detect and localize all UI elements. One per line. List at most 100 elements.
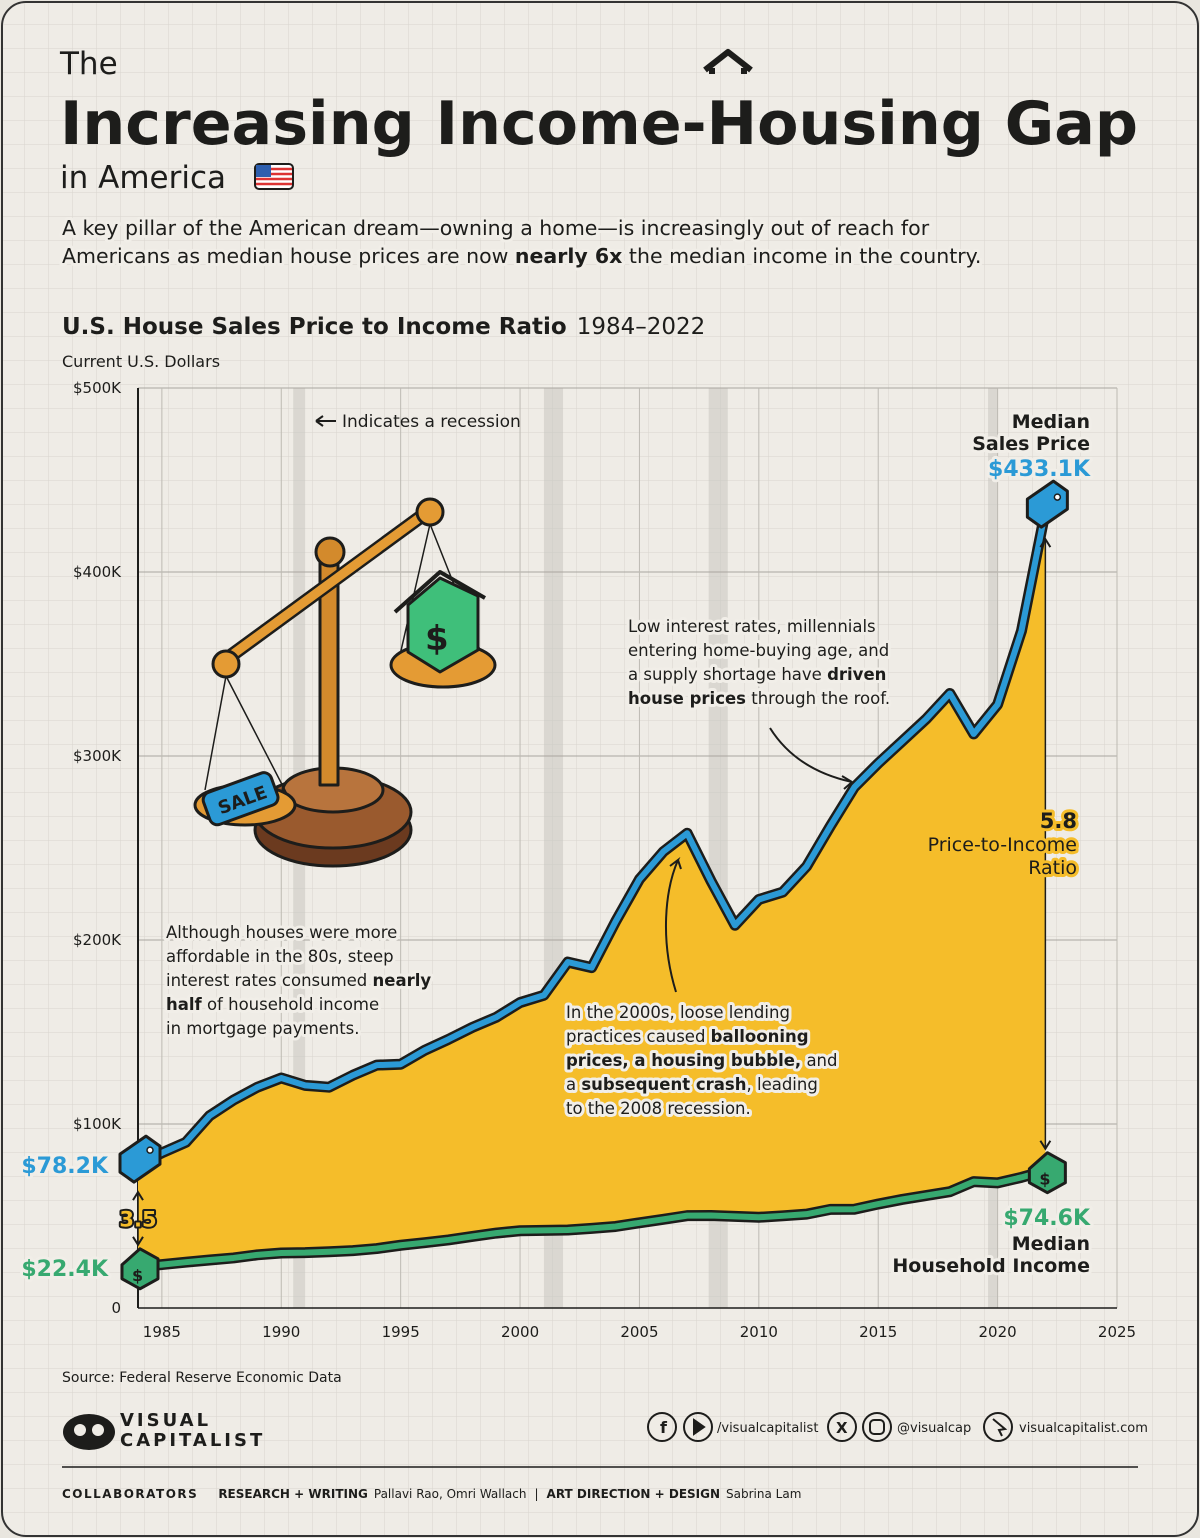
collab-role: ART DIRECTION + DESIGN xyxy=(547,1487,720,1501)
value-label: $22.4K xyxy=(21,1257,109,1282)
y-tick-label: $300K xyxy=(73,747,122,765)
x-tick-label: 2000 xyxy=(501,1323,539,1341)
value-label: $74.6K xyxy=(1003,1206,1091,1231)
price-tag xyxy=(1025,479,1069,529)
scale-illustration: $ SALE xyxy=(193,497,497,868)
collab-role: RESEARCH + WRITING xyxy=(218,1487,368,1501)
annotation-segment: practices caused xyxy=(566,1027,711,1046)
y-axis-label: Current U.S. Dollars xyxy=(62,352,220,371)
annotation-line: in mortgage payments. xyxy=(166,1019,360,1038)
house-glyph: $ xyxy=(1039,1170,1050,1189)
subtitle-line: A key pillar of the American dream—ownin… xyxy=(62,216,930,240)
chart-title-years: 1984–2022 xyxy=(577,314,706,340)
arrow-head xyxy=(132,1190,144,1247)
ratio-label-line: Price-to-Income xyxy=(928,834,1077,856)
annotation-segment: interest rates consumed xyxy=(166,971,373,990)
series-name-line: Median xyxy=(1012,411,1090,433)
annotation-segment: , leading xyxy=(747,1075,818,1094)
social-icons xyxy=(647,1412,1013,1442)
line xyxy=(136,510,1049,1167)
collab-names: Sabrina Lam xyxy=(726,1487,801,1501)
annotation-segment: subsequent crash xyxy=(581,1075,746,1094)
subtitle-line: Americans as median house prices are now… xyxy=(62,244,981,268)
subtitle-segment: the median income in the country. xyxy=(622,244,981,268)
subtitle-segment: nearly 6x xyxy=(515,244,622,268)
annotation-segment: In the 2000s, loose lending xyxy=(566,1003,790,1022)
chart-title-main: U.S. House Sales Price to Income Ratio xyxy=(62,314,567,340)
annotation-line: interest rates consumed nearly xyxy=(166,971,431,990)
annotation-line: Low interest rates, millennials xyxy=(628,617,876,636)
tag-hole xyxy=(146,1146,154,1154)
y-tick-label: $500K xyxy=(73,379,122,397)
series-name-line: Household Income xyxy=(892,1255,1090,1277)
logo-text: CAPITALIST xyxy=(120,1430,265,1451)
annotation-segment: house prices xyxy=(628,689,746,708)
x-tick-label: 1995 xyxy=(382,1323,420,1341)
annotation-segment: a supply shortage have xyxy=(628,665,827,684)
x-tick-label: 2005 xyxy=(620,1323,658,1341)
x-tick-label: 1985 xyxy=(143,1323,181,1341)
annotation-line: affordable in the 80s, steep xyxy=(166,947,394,966)
collab-label: COLLABORATORS xyxy=(62,1487,198,1501)
subtitle-segment: A key pillar of the American dream—ownin… xyxy=(62,216,930,240)
y-tick-label: $400K xyxy=(73,563,122,581)
social-handle[interactable]: @visualcap xyxy=(897,1421,971,1436)
collab-names: Pallavi Rao, Omri Wallach xyxy=(374,1487,527,1501)
house-roof-icon xyxy=(703,49,753,74)
svg-text:$: $ xyxy=(425,619,449,659)
annotation-segment: ballooning xyxy=(711,1027,809,1046)
house-icon: $ xyxy=(120,1247,160,1291)
annotation-line: half of household income xyxy=(166,995,379,1014)
website[interactable]: visualcapitalist.com xyxy=(1019,1421,1148,1436)
x-tick-label: 2010 xyxy=(740,1323,778,1341)
recession-arrow xyxy=(315,415,336,427)
annotation-line: prices, a housing bubble, and xyxy=(566,1051,838,1070)
ratio-value: 5.8 xyxy=(1040,809,1077,833)
annotation-arrow xyxy=(769,727,853,790)
annotation-segment: of household income xyxy=(202,995,379,1014)
chart-title: U.S. House Sales Price to Income Ratio 19… xyxy=(62,314,705,340)
us-flag xyxy=(254,163,294,190)
arrow-head xyxy=(1039,537,1052,1151)
annotation-segment: a xyxy=(566,1075,581,1094)
annotation-line: entering home-buying age, and xyxy=(628,641,889,660)
tag-shape xyxy=(1025,479,1069,529)
annotation-line: a supply shortage have driven xyxy=(628,665,886,684)
annotation-segment: Low interest rates, millennials xyxy=(628,617,876,636)
annotation-segment: through the roof. xyxy=(746,689,890,708)
ratio-label: Price-to-Income Ratio xyxy=(928,834,1077,879)
series-name: Median Sales Price xyxy=(972,411,1090,455)
series-name-line: Median xyxy=(1012,1233,1090,1255)
annotation-segment: and xyxy=(801,1051,837,1070)
annotation-segment: Although houses were more xyxy=(166,923,397,942)
series-name: Median Household Income xyxy=(892,1233,1090,1277)
annotation-line: a subsequent crash, leading xyxy=(566,1075,818,1094)
y-tick-label: $100K xyxy=(73,1115,122,1133)
annotation-line: practices caused ballooning xyxy=(566,1027,809,1046)
annotation-segment: prices, a housing bubble, xyxy=(566,1051,801,1070)
social-handle[interactable]: /visualcapitalist xyxy=(717,1421,818,1436)
series-name-line: Sales Price xyxy=(972,433,1090,455)
collaborators: COLLABORATORS RESEARCH + WRITING Pallavi R… xyxy=(62,1487,801,1501)
annotation-line: house prices through the roof. xyxy=(628,689,890,708)
source: Source: Federal Reserve Economic Data xyxy=(62,1370,342,1386)
icon-glyph: f xyxy=(660,1418,668,1437)
header-title: Increasing Income-Housing Gap xyxy=(60,89,1138,159)
x-tick-label: 2020 xyxy=(979,1323,1017,1341)
icon-glyph: X xyxy=(836,1419,848,1437)
house-shape xyxy=(1027,1151,1067,1195)
header-pre: The xyxy=(59,46,118,82)
x-tick-label: 2015 xyxy=(859,1323,897,1341)
annotation-segment: in mortgage payments. xyxy=(166,1019,360,1038)
annotation-segment: nearly xyxy=(373,971,432,990)
annotation-arrow xyxy=(664,856,682,993)
price-tag xyxy=(118,1134,162,1184)
house-glyph: $ xyxy=(132,1266,143,1285)
y-tick-label: 0 xyxy=(111,1299,121,1317)
annotation-segment: driven xyxy=(827,665,886,684)
recession-note: Indicates a recession xyxy=(342,412,521,432)
header-post: in America xyxy=(60,160,226,196)
gap-area xyxy=(138,511,1046,1267)
value-label: $433.1K xyxy=(988,457,1091,482)
